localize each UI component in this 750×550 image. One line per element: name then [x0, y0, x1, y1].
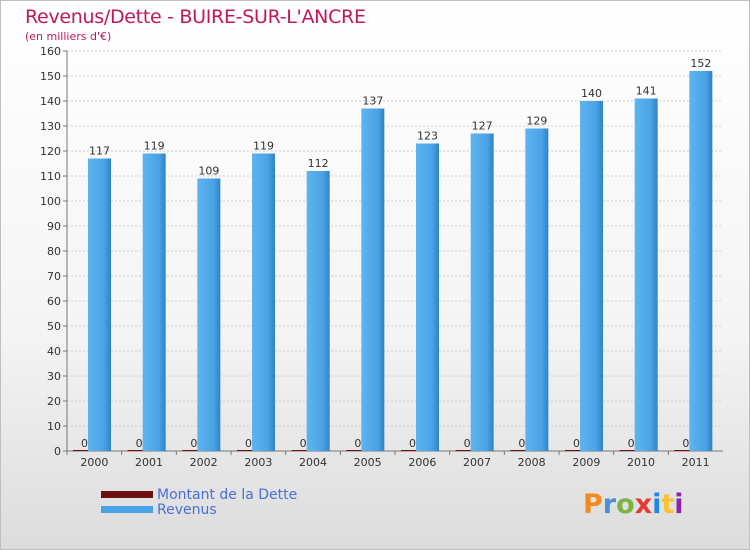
- data-label-dette: 0: [518, 437, 525, 450]
- y-tick-label: 120: [40, 145, 61, 158]
- legend-label-dette: Montant de la Dette: [157, 486, 298, 503]
- x-tick-label: 2005: [354, 456, 382, 469]
- y-tick-label: 150: [40, 70, 61, 83]
- bar-dette: [182, 450, 206, 451]
- data-label-revenus: 129: [526, 115, 547, 128]
- data-label-revenus: 119: [253, 140, 274, 153]
- y-tick-label: 140: [40, 95, 61, 108]
- logo-letter: i: [674, 489, 684, 520]
- y-tick-label: 110: [40, 170, 61, 183]
- logo-letter: t: [661, 489, 675, 520]
- bar-revenus: [580, 101, 603, 451]
- y-tick-label: 60: [47, 295, 61, 308]
- bar-dette: [346, 450, 370, 451]
- legend-item-dette: Montant de la Dette: [101, 486, 298, 503]
- data-label-revenus: 137: [362, 95, 383, 108]
- logo-letter: r: [602, 489, 617, 520]
- bar-revenus: [142, 153, 166, 451]
- y-tick-label: 160: [40, 45, 61, 58]
- data-label-revenus: 117: [89, 145, 110, 158]
- bar-dette: [73, 450, 96, 451]
- legend-item-revenus: Revenus: [101, 501, 297, 518]
- bar-dette: [455, 450, 479, 451]
- bar-dette: [674, 450, 698, 451]
- data-label-dette: 0: [354, 437, 361, 450]
- y-tick-label: 70: [47, 270, 61, 283]
- bar-revenus: [470, 133, 494, 451]
- logo-letter: o: [616, 489, 635, 520]
- data-label-revenus: 109: [198, 165, 219, 178]
- bar-dette: [565, 450, 588, 451]
- y-tick-label: 130: [40, 120, 61, 133]
- x-tick-label: 2008: [518, 456, 546, 469]
- chart-title: Revenus/Dette - BUIRE-SUR-L'ANCRE: [25, 6, 366, 28]
- legend-label-revenus: Revenus: [157, 501, 217, 518]
- data-label-revenus: 119: [144, 140, 165, 153]
- y-tick-label: 10: [47, 420, 61, 433]
- bar-revenus: [252, 153, 275, 451]
- bar-revenus: [306, 171, 330, 451]
- bar-revenus: [689, 71, 713, 451]
- y-tick-label: 0: [54, 445, 61, 458]
- x-tick-label: 2000: [80, 456, 108, 469]
- data-label-dette: 0: [136, 437, 143, 450]
- data-label-revenus: 141: [636, 85, 657, 98]
- x-tick-label: 2007: [463, 456, 491, 469]
- logo-letter: i: [652, 489, 662, 520]
- y-tick-label: 90: [47, 220, 61, 233]
- data-label-revenus: 112: [308, 157, 329, 170]
- legend-swatch-revenus: [101, 506, 153, 513]
- bar-revenus: [88, 158, 111, 451]
- bar-revenus: [634, 98, 658, 451]
- bar-dette: [401, 450, 424, 451]
- data-label-dette: 0: [409, 437, 416, 450]
- logo-letter: P: [583, 489, 603, 520]
- chart-subtitle: (en milliers d'€): [25, 30, 112, 43]
- x-tick-label: 2006: [408, 456, 436, 469]
- bar-dette: [237, 450, 260, 451]
- x-tick-label: 2003: [244, 456, 272, 469]
- logo-letter: x: [634, 489, 653, 520]
- legend-swatch-dette: [101, 491, 153, 498]
- bar-revenus: [416, 143, 439, 451]
- legend: Montant de la Dette Revenus: [101, 486, 298, 518]
- data-label-dette: 0: [300, 437, 307, 450]
- y-tick-label: 50: [47, 320, 61, 333]
- data-label-dette: 0: [464, 437, 471, 450]
- bar-dette: [510, 450, 534, 451]
- data-label-dette: 0: [245, 437, 252, 450]
- bar-revenus: [361, 108, 385, 451]
- data-label-revenus: 140: [581, 87, 602, 100]
- bar-dette: [291, 450, 315, 451]
- bar-dette: [619, 450, 643, 451]
- x-tick-label: 2002: [190, 456, 218, 469]
- bar-revenus: [197, 178, 221, 451]
- data-label-dette: 0: [190, 437, 197, 450]
- data-label-dette: 0: [682, 437, 689, 450]
- y-tick-label: 20: [47, 395, 61, 408]
- y-tick-label: 80: [47, 245, 61, 258]
- data-label-dette: 0: [628, 437, 635, 450]
- x-tick-label: 2004: [299, 456, 327, 469]
- x-tick-label: 2001: [135, 456, 163, 469]
- x-tick-label: 2011: [682, 456, 710, 469]
- y-tick-label: 100: [40, 195, 61, 208]
- proxiti-logo: Proxiti: [583, 489, 684, 520]
- data-label-dette: 0: [81, 437, 88, 450]
- data-label-revenus: 127: [472, 120, 493, 133]
- bar-dette: [127, 450, 151, 451]
- y-tick-label: 30: [47, 370, 61, 383]
- y-tick-label: 40: [47, 345, 61, 358]
- data-label-dette: 0: [573, 437, 580, 450]
- data-label-revenus: 123: [417, 130, 438, 143]
- bar-revenus: [525, 128, 549, 451]
- x-tick-label: 2009: [572, 456, 600, 469]
- data-label-revenus: 152: [690, 57, 711, 70]
- x-tick-label: 2010: [627, 456, 655, 469]
